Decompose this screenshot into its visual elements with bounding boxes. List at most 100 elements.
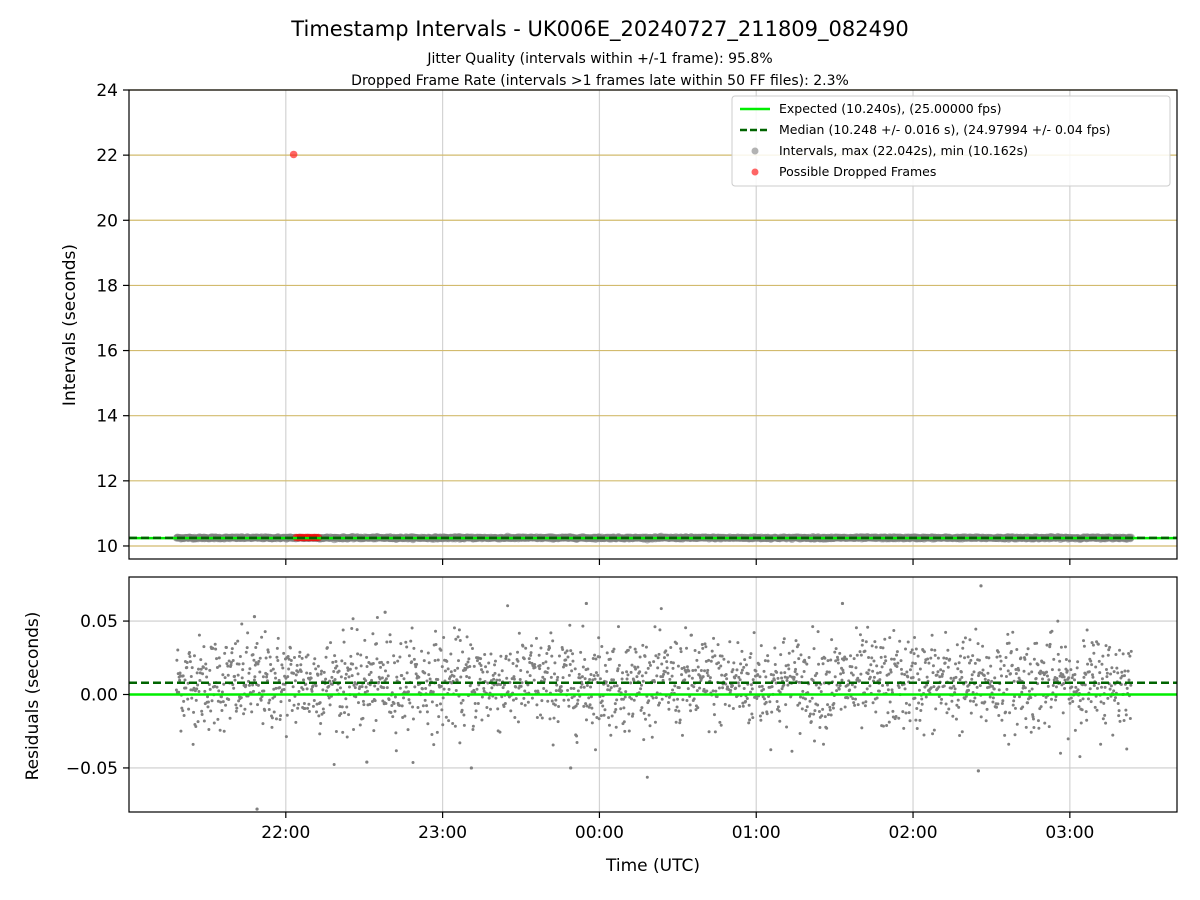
residual-point <box>221 673 225 677</box>
residual-point <box>861 701 865 705</box>
residual-point <box>1038 672 1042 676</box>
residual-point <box>329 641 333 645</box>
residual-point <box>499 654 503 658</box>
residual-point <box>991 696 995 700</box>
residual-point <box>298 650 302 654</box>
intervals-ytick-label-5: 20 <box>96 211 118 231</box>
residual-point <box>1112 670 1116 674</box>
residual-point <box>577 672 581 676</box>
residual-outlier-point-8 <box>569 766 573 770</box>
residual-point <box>557 654 561 658</box>
residual-point <box>237 662 241 666</box>
residual-point <box>883 637 887 641</box>
residual-point <box>617 663 621 667</box>
residual-point <box>852 701 856 705</box>
residual-point <box>651 696 655 700</box>
residual-point <box>788 674 792 678</box>
residual-point <box>643 654 647 658</box>
residual-point <box>1063 686 1067 690</box>
residual-point <box>512 677 516 681</box>
residual-point <box>984 719 988 723</box>
residual-point <box>258 656 262 660</box>
residual-point <box>418 710 422 714</box>
residual-point <box>973 661 977 665</box>
residual-point <box>930 633 934 637</box>
residual-point <box>954 717 958 721</box>
residual-point <box>701 675 705 679</box>
residual-point <box>933 648 937 652</box>
residual-point <box>1061 711 1065 715</box>
residual-point <box>645 775 649 779</box>
residual-point <box>216 717 220 721</box>
residual-point <box>747 721 751 725</box>
residual-point <box>427 673 431 677</box>
residual-point <box>726 660 730 664</box>
residual-point <box>823 656 827 660</box>
residual-point <box>289 659 293 663</box>
residual-point <box>1117 714 1121 718</box>
residual-point <box>1011 703 1015 707</box>
residual-point <box>1011 630 1015 634</box>
residual-point <box>1106 653 1110 657</box>
residual-point <box>545 652 549 656</box>
residual-point <box>931 671 935 675</box>
residual-point <box>370 678 374 682</box>
residual-point <box>915 726 919 730</box>
residual-point <box>696 706 700 710</box>
residual-point <box>1075 666 1079 670</box>
residual-point <box>597 636 601 640</box>
residual-point <box>520 702 524 706</box>
residual-point <box>971 690 975 694</box>
xtick-label-3: 01:00 <box>732 823 781 843</box>
residual-point <box>409 639 413 643</box>
residual-point <box>590 721 594 725</box>
residual-point <box>583 677 587 681</box>
residual-point <box>318 701 322 705</box>
residual-point <box>598 677 602 681</box>
residual-point <box>627 712 631 716</box>
residual-point <box>817 662 821 666</box>
residual-point <box>407 698 411 702</box>
residual-point <box>718 720 722 724</box>
residual-point <box>867 655 871 659</box>
residual-point <box>504 657 508 661</box>
residual-point <box>1085 628 1089 632</box>
residual-point <box>526 700 530 704</box>
residual-point <box>1113 698 1117 702</box>
residual-point <box>1106 696 1110 700</box>
residual-point <box>454 689 458 693</box>
residual-point <box>347 713 351 717</box>
residual-point <box>461 698 465 702</box>
residual-point <box>908 719 912 723</box>
residual-point <box>353 686 357 690</box>
residual-point <box>364 679 368 683</box>
residual-point <box>706 668 710 672</box>
residual-point <box>929 686 933 690</box>
residual-point <box>812 712 816 716</box>
residual-point <box>205 675 209 679</box>
residual-point <box>206 705 210 709</box>
residual-point <box>746 672 750 676</box>
residual-point <box>712 702 716 706</box>
residual-point <box>779 653 783 657</box>
residual-point <box>304 655 308 659</box>
intervals-ytick-label-1: 12 <box>96 472 118 492</box>
residual-point <box>434 643 438 647</box>
residual-point <box>660 662 664 666</box>
residual-point <box>822 742 825 746</box>
residual-point <box>740 649 744 653</box>
residual-point <box>1045 670 1049 674</box>
residual-point <box>1001 699 1005 703</box>
residual-point <box>360 685 364 689</box>
residual-point <box>739 671 743 675</box>
residual-point <box>628 645 632 649</box>
residual-point <box>981 668 985 672</box>
residual-point <box>564 663 568 667</box>
residual-point <box>546 666 550 670</box>
residual-point <box>428 677 432 681</box>
residual-point <box>265 672 269 676</box>
residual-point <box>937 685 941 689</box>
residual-point <box>318 732 322 736</box>
residual-point <box>751 678 755 682</box>
residual-point <box>738 705 742 709</box>
